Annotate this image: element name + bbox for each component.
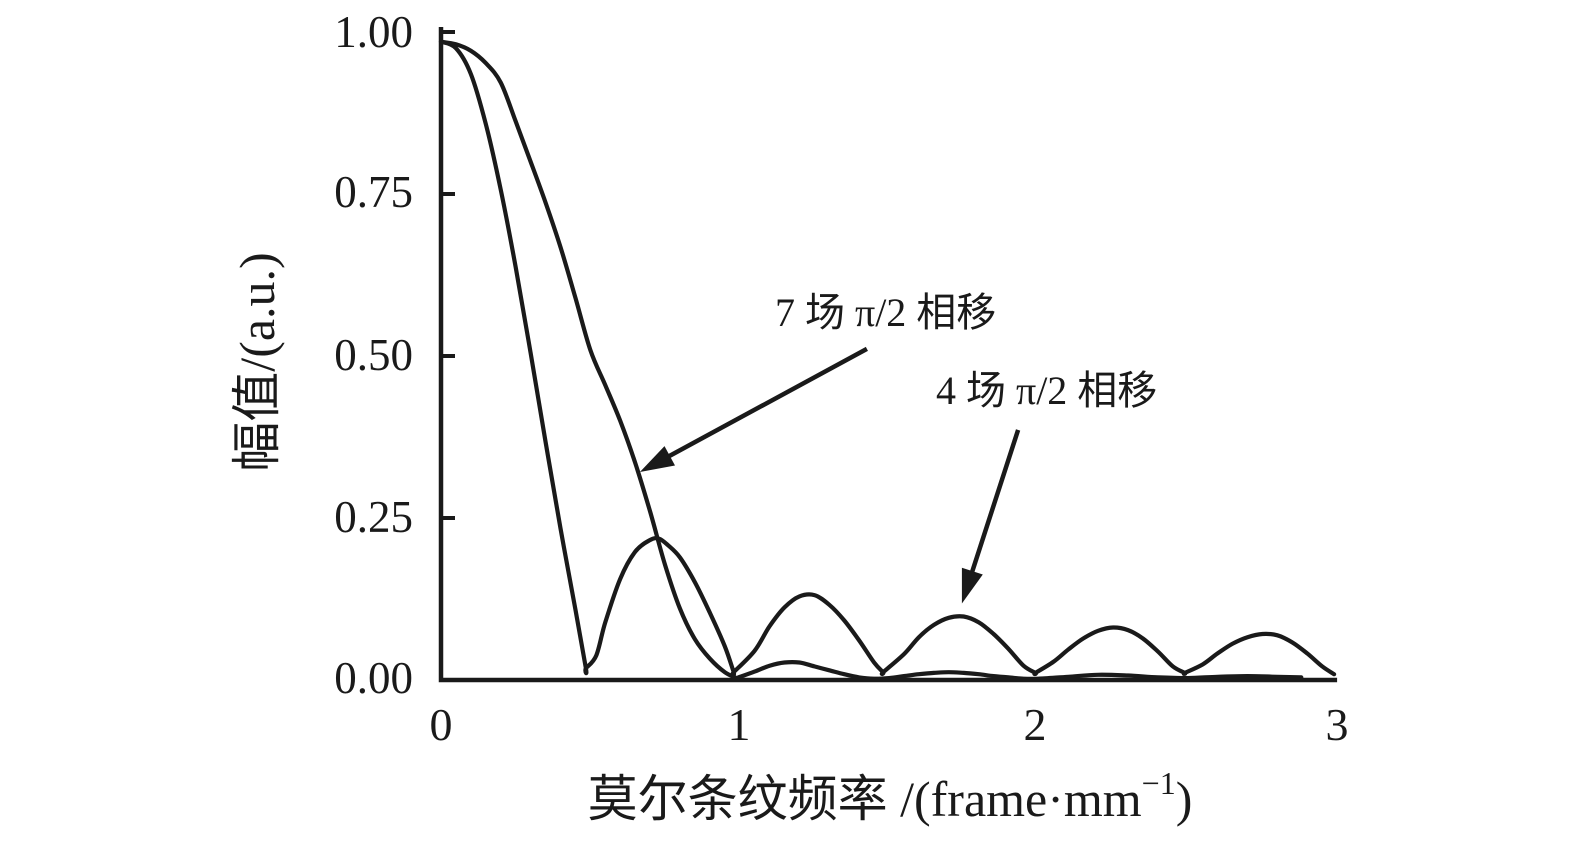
annotation-arrowhead-4-field xyxy=(961,567,983,604)
y-tick-label-1.00: 1.00 xyxy=(334,7,413,57)
x-tick-label-2: 2 xyxy=(1023,699,1047,750)
x-axis-title-main: 莫尔条纹频率 /(frame·mm xyxy=(587,771,1142,827)
annotation-4-field-phase-shift: 4 场 π/2 相移 xyxy=(936,368,1158,413)
y-tick-label-0.00: 0.00 xyxy=(334,653,413,703)
annotation-arrow-line-7-field xyxy=(658,346,868,464)
x-tick-label-3: 3 xyxy=(1325,699,1349,750)
x-axis-title-suffix: ) xyxy=(1175,771,1193,827)
y-tick-label-0.25: 0.25 xyxy=(334,492,413,542)
y-tick-label-0.50: 0.50 xyxy=(334,330,413,380)
x-axis-title-superscript: −1 xyxy=(1141,765,1176,802)
x-tick-label-0: 0 xyxy=(429,699,453,750)
y-axis-title: 幅值/(a.u.) xyxy=(229,252,285,472)
annotation-arrowhead-7-field xyxy=(639,446,675,472)
annotation-arrow-line-4-field xyxy=(966,429,1021,584)
axis-lines xyxy=(438,27,1338,683)
x-axis-title: 莫尔条纹频率 /(frame·mm−1) xyxy=(440,765,1340,830)
annotation-7-field-phase-shift: 7 场 π/2 相移 xyxy=(775,290,997,335)
series-curve-7-field xyxy=(438,39,1304,681)
x-tick-label-1: 1 xyxy=(727,699,751,750)
series-curve-4-field xyxy=(438,39,1337,678)
y-tick-label-0.75: 0.75 xyxy=(334,167,413,217)
